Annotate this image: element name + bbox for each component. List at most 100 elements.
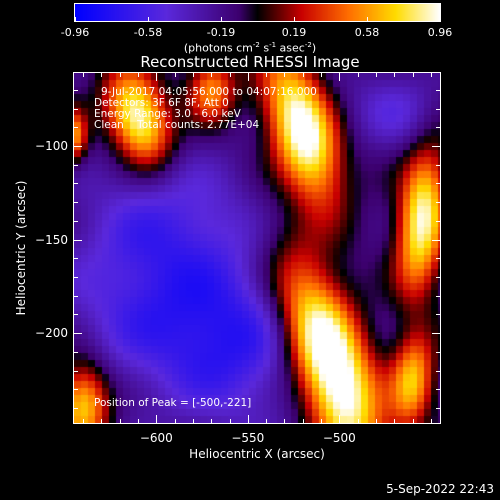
chart-title: Reconstructed RHESSI Image [140, 53, 360, 71]
x-minor-tick [211, 73, 213, 77]
colorbar-tick-label: 0.19 [281, 26, 307, 39]
x-minor-tick [321, 419, 323, 423]
y-minor-tick [436, 108, 440, 110]
y-minor-tick [74, 108, 78, 110]
y-minor-tick [436, 164, 440, 166]
y-tick-mark [74, 333, 82, 335]
colorbar-tick-mark [148, 17, 149, 22]
y-minor-tick [436, 389, 440, 391]
colorbar-tick-label: 0.58 [354, 26, 380, 39]
x-minor-tick [101, 73, 103, 77]
colorbar-tick-label: -0.58 [133, 26, 163, 39]
y-minor-tick [436, 351, 440, 353]
x-minor-tick [174, 419, 176, 423]
x-tick-mark-top [156, 73, 158, 81]
x-minor-tick [229, 73, 231, 77]
y-tick-label: −100 [35, 138, 68, 153]
y-tick-mark-right [432, 239, 440, 241]
peak-position-label: Position of Peak = [-500,-221] [94, 397, 252, 409]
x-minor-tick [83, 73, 85, 77]
x-tick-mark-top [247, 73, 249, 81]
y-tick-mark [74, 239, 82, 241]
x-minor-tick [394, 419, 396, 423]
x-minor-tick [174, 73, 176, 77]
x-minor-tick [284, 73, 286, 77]
y-tick-mark-right [432, 333, 440, 335]
y-tick-label: −200 [35, 326, 68, 341]
y-minor-tick [74, 351, 78, 353]
y-minor-tick [74, 370, 78, 372]
y-minor-tick [436, 183, 440, 185]
y-minor-tick [74, 408, 78, 410]
y-minor-tick [436, 89, 440, 91]
colorbar-tick-mark [75, 17, 76, 22]
y-minor-tick [74, 295, 78, 297]
x-tick-mark [156, 415, 158, 423]
y-minor-tick [74, 183, 78, 185]
x-tick-label: −600 [139, 431, 173, 445]
info-counts: Clean Total counts: 2.77E+04 [94, 119, 260, 131]
info-detectors: Detectors: 3F 6F 8F, Att 0 [94, 97, 229, 109]
y-minor-tick [436, 295, 440, 297]
x-minor-tick [192, 419, 194, 423]
y-minor-tick [436, 408, 440, 410]
x-minor-tick [229, 419, 231, 423]
y-minor-tick [74, 258, 78, 260]
colorbar-tick-mark [440, 17, 441, 22]
colorbar-tick-label: -0.19 [206, 26, 236, 39]
y-minor-tick [436, 258, 440, 260]
x-minor-tick [302, 73, 304, 77]
y-minor-tick [436, 370, 440, 372]
x-minor-tick [119, 73, 121, 77]
x-axis-label: Heliocentric X (arcsec) [189, 447, 325, 461]
info-energy-range: Energy Range: 3.0 - 6.0 keV [94, 108, 241, 120]
x-minor-tick [138, 73, 140, 77]
x-minor-tick [138, 419, 140, 423]
footer-timestamp: 5-Sep-2022 22:43 [386, 482, 494, 496]
x-minor-tick [302, 419, 304, 423]
x-minor-tick [394, 73, 396, 77]
colorbar-tick-mark [294, 17, 295, 22]
x-minor-tick [266, 419, 268, 423]
y-minor-tick [436, 202, 440, 204]
y-minor-tick [74, 127, 78, 129]
rhessi-image [74, 73, 440, 423]
y-minor-tick [74, 389, 78, 391]
x-minor-tick [430, 73, 432, 77]
y-axis-label: Heliocentric Y (arcsec) [14, 180, 28, 316]
x-tick-label: −550 [231, 431, 265, 445]
x-minor-tick [211, 419, 213, 423]
x-minor-tick [412, 419, 414, 423]
x-minor-tick [192, 73, 194, 77]
y-minor-tick [436, 314, 440, 316]
x-minor-tick [412, 73, 414, 77]
x-minor-tick [83, 419, 85, 423]
x-minor-tick [266, 73, 268, 77]
y-minor-tick [436, 127, 440, 129]
y-minor-tick [74, 220, 78, 222]
x-tick-mark-top [339, 73, 341, 81]
x-minor-tick [321, 73, 323, 77]
y-minor-tick [436, 220, 440, 222]
x-minor-tick [375, 419, 377, 423]
colorbar-tick-mark [367, 17, 368, 22]
y-tick-label: −150 [35, 232, 68, 247]
colorbar-tick-label: 0.96 [427, 26, 453, 39]
x-tick-label: −500 [322, 431, 356, 445]
x-minor-tick [119, 419, 121, 423]
x-minor-tick [284, 419, 286, 423]
y-minor-tick [74, 314, 78, 316]
colorbar [75, 4, 440, 21]
y-minor-tick [74, 164, 78, 166]
x-tick-mark [339, 415, 341, 423]
x-minor-tick [357, 419, 359, 423]
y-minor-tick [436, 277, 440, 278]
info-time-range: 9-Jul-2017 04:05:56.000 to 04:07:16.000 [101, 86, 317, 98]
x-minor-tick [430, 419, 432, 423]
colorbar-units-label: (photons cm-2 s-1 asec-2) [183, 41, 317, 55]
y-minor-tick [74, 89, 78, 91]
y-minor-tick [74, 277, 78, 278]
y-tick-mark [74, 145, 82, 147]
y-minor-tick [74, 202, 78, 204]
y-tick-mark-right [432, 145, 440, 147]
